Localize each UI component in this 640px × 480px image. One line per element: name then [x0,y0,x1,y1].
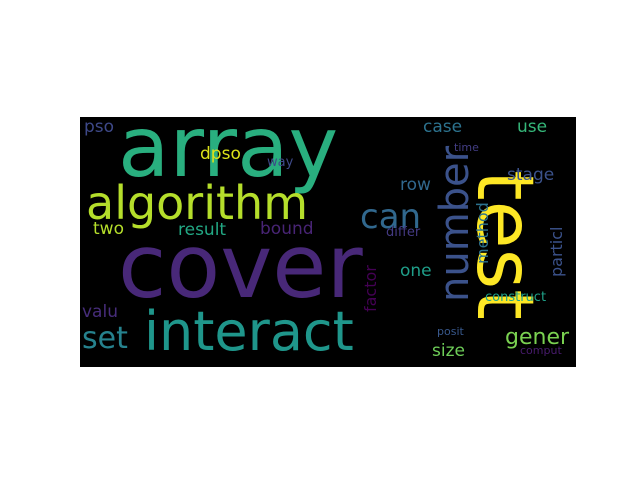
word-differ: differ [386,225,421,240]
word-comput: comput [520,344,562,357]
word-particl: particl [547,226,566,278]
word-bound: bound [260,219,314,239]
word-one: one [400,261,432,281]
word-array: array [118,117,339,196]
word-number: number [432,145,478,302]
word-size: size [432,341,465,361]
word-stage: stage [507,165,555,185]
word-factor: factor [361,265,380,312]
word-time: time [454,141,479,154]
word-construct: construct [485,290,547,305]
word-interact: interact [144,300,354,363]
word-row: row [400,175,431,195]
word-dpso: dpso [200,144,241,164]
word-valu: valu [82,302,118,322]
word-posit: posit [437,325,464,338]
word-case: case [423,117,463,137]
word-gener: gener [505,325,570,350]
word-two: two [93,219,124,239]
word-pso: pso [84,117,115,137]
word-cover: cover [118,215,363,318]
word-result: result [178,220,227,240]
word-way: way [267,155,294,170]
word-cloud: array cover test interact algorithm numb… [80,117,576,367]
word-set: set [82,321,128,356]
word-method: method [473,202,492,264]
word-can: can [360,197,422,237]
word-algorithm: algorithm [86,176,309,230]
word-use: use [517,117,548,137]
